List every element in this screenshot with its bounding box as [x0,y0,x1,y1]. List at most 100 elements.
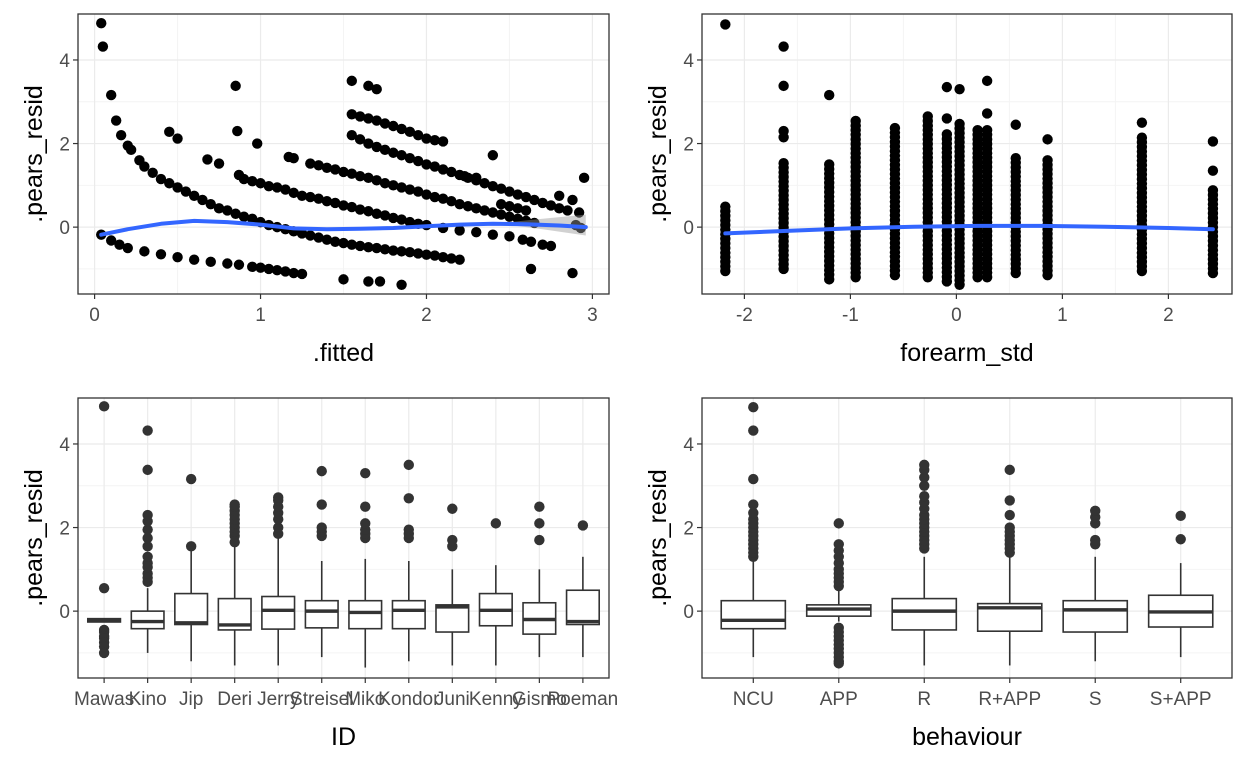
data-point [1010,152,1021,164]
boxplot-jerry [261,492,296,666]
data-point [412,186,424,197]
data-point [545,200,557,211]
data-point [379,210,391,221]
data-point [520,191,532,203]
data-point [512,213,523,224]
data-point [954,118,965,130]
data-point [346,75,357,87]
x-tick-label: Deri [217,689,252,710]
data-point [479,205,490,216]
data-point [388,245,399,256]
boxplot-r [891,459,958,666]
data-point [374,276,386,287]
outlier-point [447,534,458,546]
data-point [520,205,532,216]
data-point [115,129,127,141]
data-point [573,207,585,218]
data-point [412,155,424,167]
data-point [981,108,993,119]
outlier-point [1090,534,1101,546]
data-point [429,191,440,203]
data-point [247,261,258,273]
data-point [504,201,515,212]
data-point [1136,132,1148,143]
data-point [1136,117,1148,128]
x-tick-label: 1 [1057,305,1068,326]
outlier-point [1175,510,1186,522]
data-point [321,234,333,245]
y-tick-label: 2 [683,135,694,156]
data-point [495,198,507,210]
outlier-point [316,522,327,533]
data-point [778,157,789,169]
boxplot-jip [174,473,209,662]
boxplot-s-app [1147,510,1214,658]
data-point [222,205,233,216]
x-tick-label: R [917,689,931,710]
x-tick-label: 1 [255,305,266,326]
boxplot-ncu [720,401,787,658]
data-point [338,200,349,211]
data-point [525,263,537,275]
data-point [567,194,578,206]
data-point [454,225,465,236]
data-point [247,213,258,224]
data-point [354,170,366,182]
x-tick-label: Kino [129,689,167,710]
boxplot-kenny [478,518,513,666]
data-point [371,242,382,254]
x-tick-label: APP [820,689,858,710]
data-point [125,144,137,156]
outlier-point [142,532,153,544]
data-point [554,203,565,214]
boxplot-miko [348,468,383,668]
data-point [578,172,590,184]
outlier-point [273,522,284,533]
data-point [1207,185,1219,196]
data-point [288,267,299,279]
data-point [487,150,499,161]
data-point [371,115,382,126]
data-point [421,249,432,260]
x-tick-label: Gismo [512,689,567,710]
y-tick-label: 4 [683,51,694,72]
data-point [147,167,158,179]
data-point [850,115,861,127]
data-point [354,134,366,145]
data-point [271,182,283,193]
data-point [495,209,507,220]
y-tick-label: 0 [683,218,694,239]
x-tick-label: Jerry [257,689,300,710]
data-point [97,41,109,52]
outlier-point [142,425,153,436]
data-point [981,75,993,87]
y-tick-label: 0 [59,602,70,623]
data-point [305,158,316,169]
data-point [232,125,243,137]
data-point [459,170,470,182]
outlier-point [1090,505,1101,517]
panel-border [77,397,610,679]
data-point [105,235,117,246]
data-point [429,161,440,172]
outlier-point [748,401,759,413]
outlier-point [833,518,844,529]
data-point [321,162,333,173]
data-point [889,122,901,134]
boxplot-streisel [304,465,339,658]
outlier-point [919,459,930,471]
data-point [354,111,366,122]
outlier-point [142,509,153,521]
y-axis-title: .pears_resid [20,85,48,223]
data-point [139,246,150,257]
x-axis-title: forearm_std [900,339,1033,367]
outlier-point [1004,464,1015,476]
outlier-point [185,541,197,552]
data-point [388,212,399,224]
panel-forearm-vs-residuals: 0 2 4 -2 -1 0 1 2 forearm_std .pears_resid [644,13,1233,367]
x-tick-label: NCU [733,689,774,710]
data-point [517,234,528,245]
data-point [1010,119,1021,130]
box [304,599,339,629]
panel-behaviour-boxplot: 0 2 4 NCU APP R R+APP S S+APP behaviour .pears_res… [644,397,1233,751]
